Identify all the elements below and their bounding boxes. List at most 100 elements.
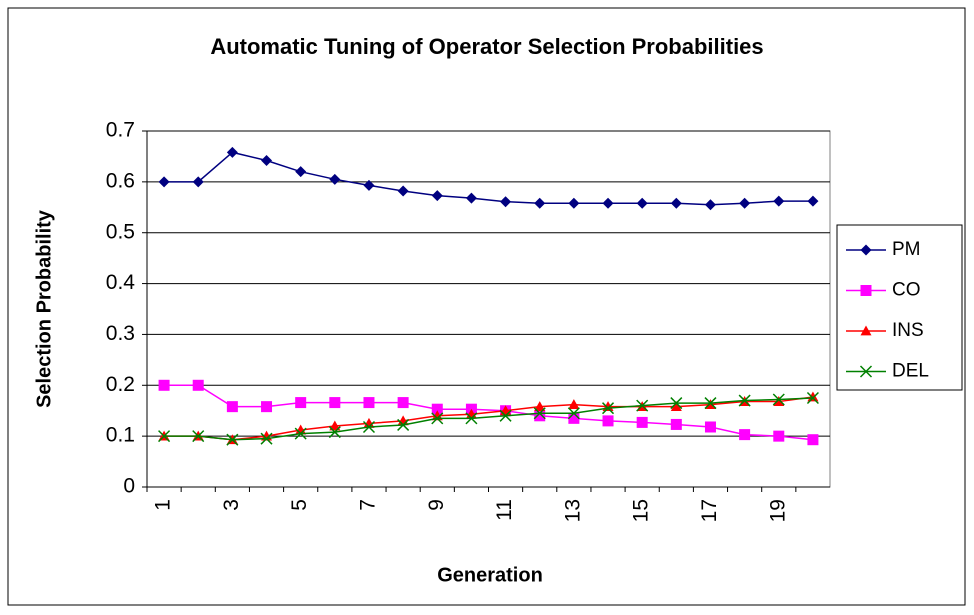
- data-point: [806, 391, 819, 405]
- data-point: [568, 399, 580, 410]
- legend-marker: [860, 244, 872, 256]
- data-point: [739, 429, 751, 441]
- data-point: [773, 195, 785, 207]
- x-tick-label: 3: [220, 499, 243, 511]
- data-point: [602, 415, 614, 427]
- legend: [836, 224, 963, 391]
- data-point: [328, 426, 341, 439]
- data-point: [465, 412, 478, 425]
- x-tick-label: 13: [561, 499, 584, 522]
- x-tick-label: 9: [425, 499, 448, 511]
- data-point: [739, 197, 751, 209]
- data-point: [568, 412, 580, 424]
- data-point: [226, 433, 239, 446]
- data-point: [226, 401, 238, 413]
- series-line: [164, 151, 813, 206]
- data-point: [534, 410, 546, 422]
- series-line: [164, 396, 814, 441]
- series-line: [164, 397, 813, 441]
- data-point: [295, 166, 307, 178]
- data-point: [261, 401, 273, 413]
- data-point: [431, 190, 443, 202]
- data-point: [329, 397, 341, 409]
- data-point: [500, 196, 512, 208]
- data-point: [772, 393, 785, 406]
- y-tick-label: 0.3: [106, 322, 135, 345]
- y-tick-label: 0.4: [106, 271, 136, 294]
- legend-marker: [859, 365, 873, 378]
- data-point: [329, 173, 341, 185]
- data-point: [670, 397, 683, 410]
- data-point: [567, 407, 580, 420]
- y-tick-label: 0: [123, 475, 135, 498]
- data-point: [397, 418, 410, 431]
- data-point: [431, 412, 444, 425]
- data-point: [431, 403, 443, 415]
- data-point: [397, 185, 409, 197]
- data-point: [363, 417, 375, 428]
- y-tick-label: 0.5: [106, 220, 135, 243]
- data-point: [295, 424, 307, 435]
- data-point: [294, 427, 307, 440]
- data-point: [295, 397, 307, 409]
- legend-marker: [860, 325, 872, 336]
- data-point: [158, 430, 171, 443]
- legend-label: INS: [892, 320, 924, 341]
- data-point: [704, 421, 716, 433]
- legend-marker: [860, 285, 872, 296]
- x-tick-label: 5: [288, 499, 311, 511]
- data-point: [362, 420, 376, 434]
- data-point: [192, 379, 204, 391]
- data-point: [738, 394, 751, 407]
- legend-label: PM: [892, 239, 921, 260]
- data-point: [226, 146, 238, 158]
- data-point: [704, 199, 716, 211]
- data-point: [534, 401, 546, 412]
- data-point: [773, 396, 785, 406]
- data-point: [568, 197, 580, 209]
- y-tick-label: 0.1: [106, 424, 135, 447]
- data-point: [397, 397, 409, 409]
- series-line: [164, 384, 814, 441]
- data-point: [158, 379, 170, 391]
- x-axis-title: Generation: [437, 564, 543, 586]
- legend-label: CO: [892, 280, 921, 301]
- data-point: [158, 176, 170, 188]
- data-point: [260, 432, 273, 445]
- data-point: [670, 401, 682, 412]
- data-point: [533, 407, 546, 420]
- data-point: [465, 192, 477, 204]
- x-tick-label: 19: [766, 499, 789, 522]
- y-axis-title: Selection Probability: [33, 209, 55, 408]
- y-tick-label: 0.2: [106, 373, 135, 396]
- data-point: [670, 418, 682, 430]
- data-point: [363, 397, 375, 409]
- data-point: [499, 409, 512, 422]
- data-point: [636, 399, 649, 412]
- data-point: [363, 179, 375, 191]
- data-point: [192, 176, 204, 188]
- plot-area: [146, 130, 831, 488]
- data-point: [602, 197, 614, 209]
- data-point: [670, 197, 682, 209]
- data-point: [807, 434, 819, 446]
- data-point: [601, 402, 615, 415]
- data-point: [329, 420, 341, 431]
- data-point: [807, 195, 819, 207]
- y-tick-label: 0.6: [106, 169, 135, 192]
- x-tick-label: 11: [493, 499, 516, 521]
- y-tick-label: 0.7: [106, 119, 135, 142]
- x-tick-label: 15: [630, 499, 653, 522]
- data-point: [636, 197, 648, 209]
- x-tick-label: 7: [357, 499, 380, 511]
- data-point: [261, 154, 273, 166]
- chart-title: Automatic Tuning of Operator Selection P…: [210, 34, 763, 59]
- data-point: [807, 391, 819, 402]
- data-point: [704, 397, 717, 410]
- data-point: [773, 430, 785, 442]
- x-tick-label: 17: [698, 499, 721, 522]
- data-point: [534, 197, 546, 209]
- data-point: [192, 430, 205, 443]
- data-point: [636, 416, 648, 428]
